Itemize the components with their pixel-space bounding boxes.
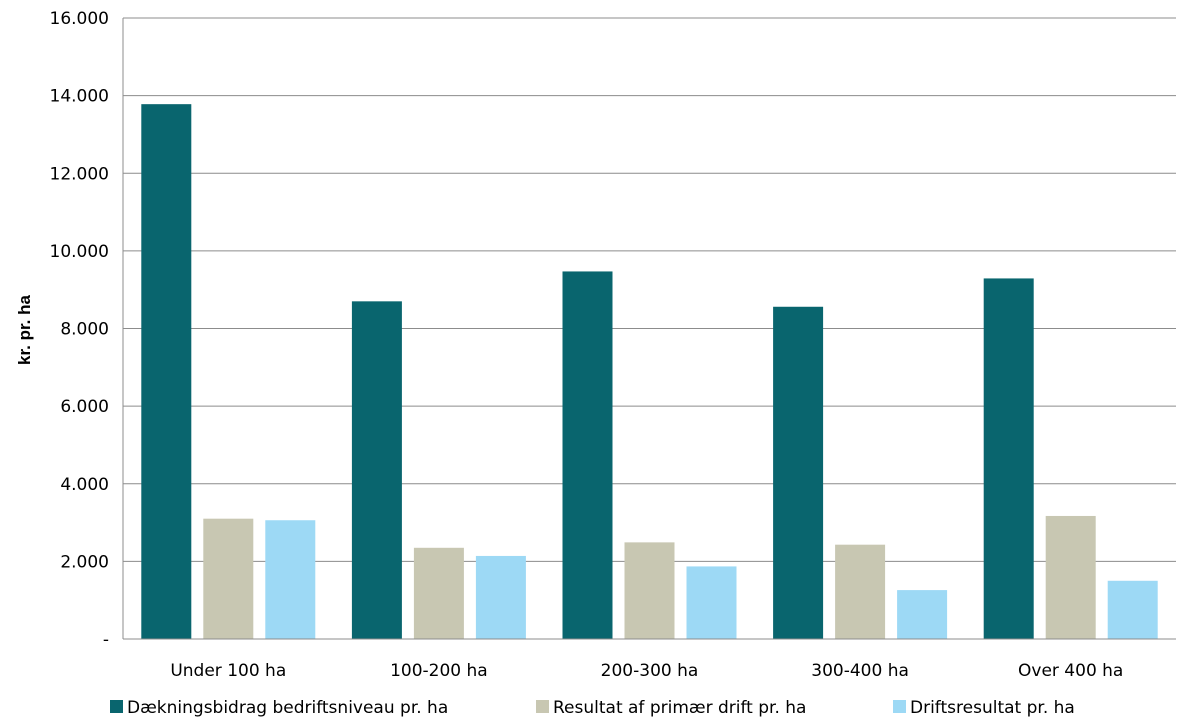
- legend-label: Dækningsbidrag bedriftsniveau pr. ha: [127, 698, 448, 718]
- y-tick-label: 10.000: [50, 242, 109, 262]
- legend-swatch: [536, 700, 549, 713]
- bar: [265, 520, 316, 639]
- bar-series: [141, 104, 1158, 639]
- x-tick-label: Under 100 ha: [170, 661, 286, 681]
- y-tick-label: 14.000: [50, 87, 109, 107]
- bar: [351, 301, 402, 639]
- y-tick-label: 4.000: [60, 475, 109, 495]
- legend-swatch: [893, 700, 906, 713]
- y-axis-ticks: - 2.000 4.000 6.000 8.000 10.000 12.000 14.000 1…: [50, 9, 109, 650]
- x-tick-label: 300-400 ha: [811, 661, 909, 681]
- y-axis-title: kr. pr. ha: [15, 294, 34, 364]
- legend-item: Dækningsbidrag bedriftsniveau pr. ha: [110, 698, 448, 718]
- bar: [1045, 515, 1096, 639]
- legend: Dækningsbidrag bedriftsniveau pr. ha Resu…: [110, 698, 1075, 718]
- x-tick-label: 200-300 ha: [601, 661, 699, 681]
- x-axis-labels: Under 100 ha 100-200 ha 200-300 ha 300-400 …: [170, 661, 1123, 681]
- legend-item: Resultat af primær drift pr. ha: [536, 698, 806, 718]
- bar: [773, 306, 824, 639]
- bar: [897, 590, 948, 639]
- bar: [413, 547, 464, 639]
- legend-swatch: [110, 700, 123, 713]
- y-tick-label: -: [103, 630, 109, 650]
- bar: [141, 104, 192, 639]
- x-tick-label: Over 400 ha: [1018, 661, 1123, 681]
- y-tick-label: 16.000: [50, 9, 109, 29]
- bar: [624, 542, 675, 639]
- y-tick-label: 6.000: [60, 397, 109, 417]
- x-tick-label: 100-200 ha: [390, 661, 488, 681]
- legend-label: Resultat af primær drift pr. ha: [553, 698, 806, 718]
- gridlines: [123, 17, 1176, 562]
- bar: [562, 271, 613, 639]
- bar: [835, 544, 886, 639]
- y-tick-label: 8.000: [60, 320, 109, 340]
- bar: [475, 555, 526, 639]
- y-tick-label: 12.000: [50, 164, 109, 184]
- bar: [983, 278, 1034, 639]
- bar: [686, 566, 737, 639]
- bar: [1107, 580, 1158, 639]
- y-tick-label: 2.000: [60, 552, 109, 572]
- legend-label: Driftsresultat pr. ha: [910, 698, 1075, 718]
- bar: [203, 518, 254, 639]
- legend-item: Driftsresultat pr. ha: [893, 698, 1075, 718]
